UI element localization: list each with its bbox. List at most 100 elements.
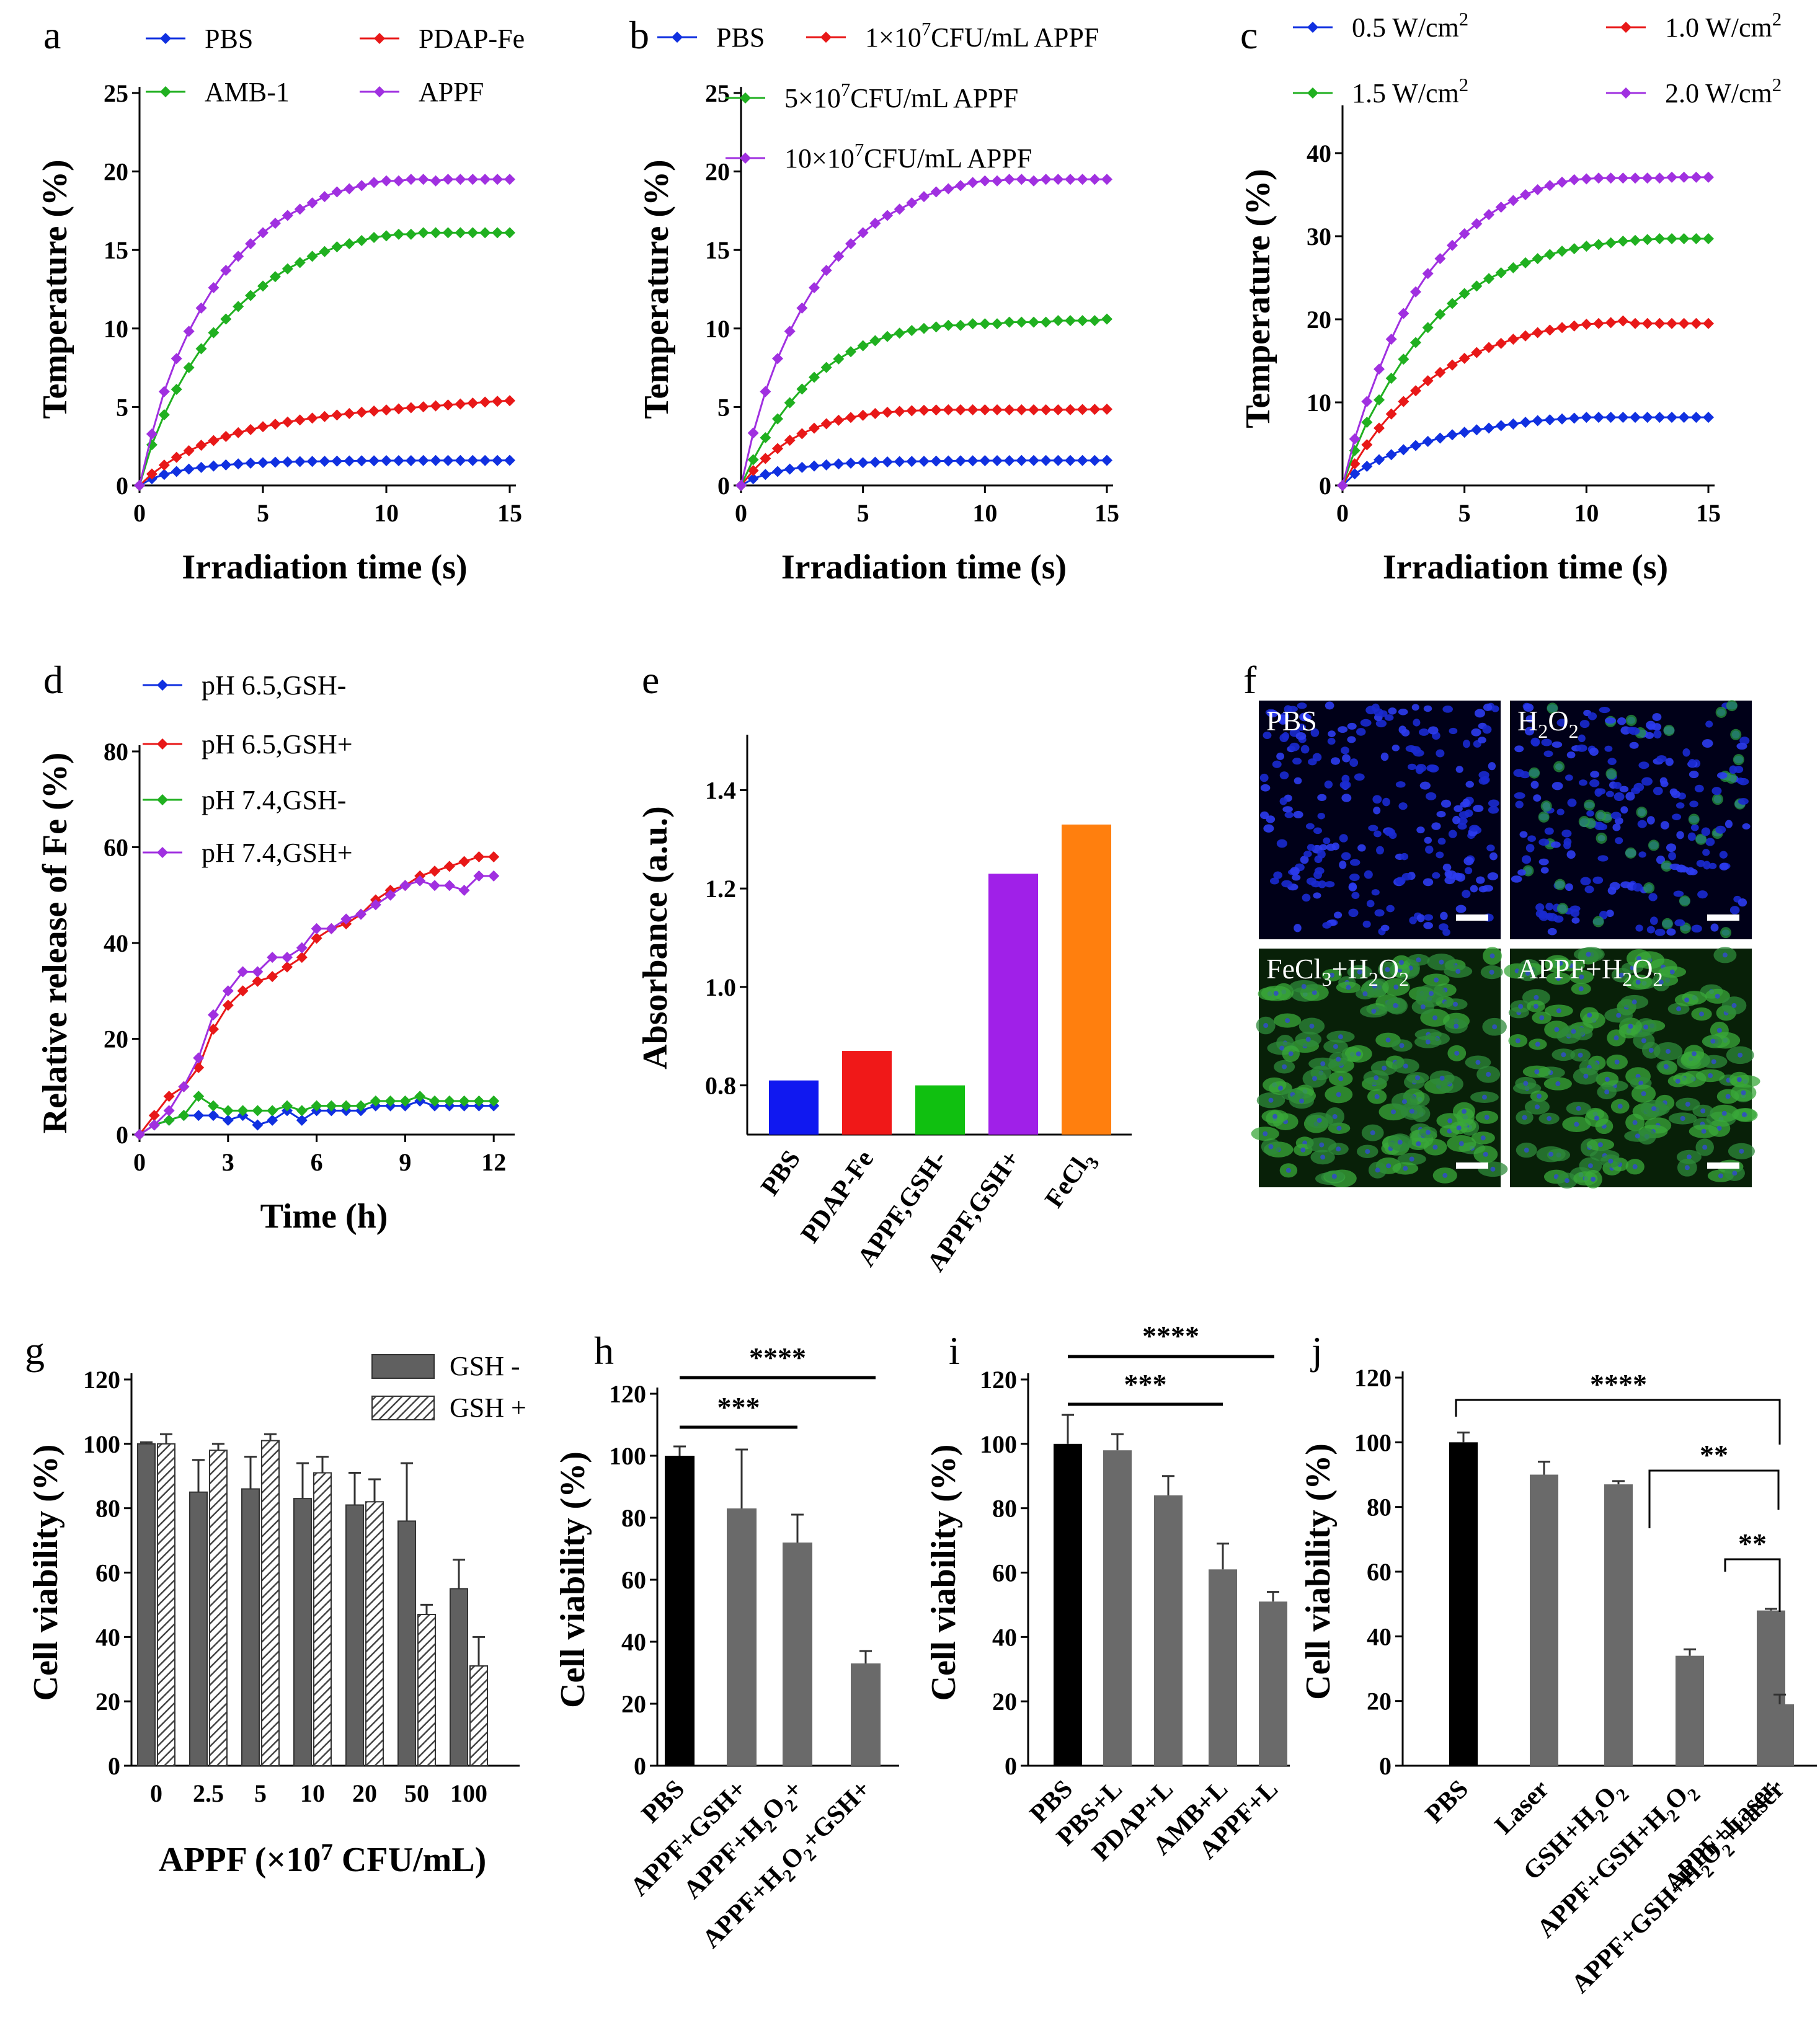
data-point — [414, 1091, 426, 1102]
data-point — [282, 210, 293, 221]
data-point — [967, 455, 979, 467]
nucleus — [1711, 1059, 1716, 1065]
y-axis-title: Cell viability (%) — [554, 1451, 592, 1708]
data-point — [134, 1129, 145, 1140]
y-tick-label: 0 — [1005, 1752, 1017, 1780]
nucleus — [1405, 745, 1417, 752]
nucleus — [1473, 805, 1484, 812]
nucleus — [1440, 911, 1448, 920]
data-point — [833, 353, 845, 365]
data-point — [267, 1105, 278, 1117]
nucleus — [1564, 1178, 1569, 1184]
nucleus — [1302, 893, 1311, 902]
data-point — [458, 1095, 470, 1107]
nucleus — [1604, 717, 1616, 724]
bar — [261, 1440, 280, 1766]
nucleus — [1360, 719, 1372, 727]
significance-bracket — [1648, 1469, 1780, 1528]
nucleus — [1684, 997, 1690, 1003]
legend-label: PBS — [205, 24, 253, 54]
nucleus — [1587, 712, 1597, 720]
data-point — [171, 466, 182, 477]
nucleus — [1715, 825, 1726, 834]
data-point — [171, 451, 182, 463]
data-point — [252, 966, 264, 978]
nucleus — [1301, 984, 1307, 990]
data-point — [442, 174, 454, 185]
data-point — [381, 404, 392, 416]
data-point — [195, 302, 207, 314]
nucleus — [1374, 830, 1382, 838]
bar — [469, 1665, 488, 1767]
nucleus — [1426, 764, 1438, 772]
y-axis-title: Absorbance (a.u.) — [636, 806, 675, 1069]
nucleus — [1374, 909, 1385, 917]
data-point — [1605, 317, 1617, 329]
y-tick-label: 10 — [104, 315, 128, 343]
nucleus — [1269, 877, 1279, 885]
nucleus — [1259, 773, 1269, 782]
data-point — [1349, 433, 1361, 445]
data-point — [992, 318, 1003, 330]
nucleus — [1336, 1125, 1342, 1131]
nucleus — [1673, 890, 1684, 897]
data-point — [869, 218, 881, 229]
nucleus — [1530, 737, 1540, 746]
data-point — [869, 456, 881, 468]
data-point — [368, 455, 380, 467]
x-tick-label: 0 — [133, 1148, 146, 1176]
green-cell — [1726, 700, 1738, 712]
panel-label-a: a — [43, 13, 61, 57]
data-point — [820, 418, 832, 430]
nucleus — [1566, 850, 1576, 859]
data-point — [467, 227, 479, 239]
data-point — [370, 899, 381, 911]
nucleus — [1629, 742, 1639, 749]
x-category-label: 100 — [450, 1779, 487, 1807]
data-point — [1532, 415, 1543, 427]
nucleus — [1399, 960, 1405, 965]
nucleus — [1282, 732, 1290, 740]
data-point — [906, 405, 918, 417]
data-point — [747, 427, 759, 439]
data-point — [1434, 366, 1446, 378]
nucleus — [1514, 792, 1525, 799]
nucleus — [1398, 725, 1406, 734]
data-point — [967, 177, 979, 188]
nucleus — [1346, 985, 1351, 990]
legend-label-part: 7 — [855, 139, 864, 161]
nucleus — [1312, 1076, 1318, 1081]
nucleus — [1596, 788, 1606, 795]
x-tick-label: 0 — [133, 499, 146, 527]
data-point — [384, 1095, 396, 1107]
significance-stars: *** — [717, 1391, 760, 1423]
x-axis-title: Irradiation time (s) — [781, 548, 1067, 587]
data-point — [1065, 454, 1076, 466]
nucleus — [1436, 749, 1445, 758]
nucleus — [1517, 869, 1526, 876]
data-point — [845, 458, 856, 469]
legend-swatch — [371, 1354, 435, 1379]
nucleus — [1397, 1140, 1403, 1145]
x-axis-title-part: APPF (×10 — [159, 1841, 321, 1879]
y-tick-label: 0 — [108, 1752, 120, 1780]
data-point — [1398, 396, 1409, 407]
data-point — [857, 457, 869, 469]
nucleus — [1266, 815, 1276, 823]
data-point — [760, 469, 771, 480]
x-tick-label: 0 — [735, 499, 747, 527]
data-point — [772, 466, 783, 477]
data-point — [1003, 404, 1015, 415]
nucleus — [1515, 1038, 1520, 1043]
nucleus — [1458, 1141, 1464, 1146]
data-point — [1703, 317, 1714, 329]
y-tick-label: 120 — [609, 1380, 646, 1408]
nucleus — [1331, 1174, 1337, 1179]
legend-label: pH 7.4,GSH+ — [202, 838, 353, 868]
nucleus — [1658, 980, 1664, 985]
nucleus — [1701, 1128, 1707, 1134]
data-point — [208, 281, 220, 293]
data-point — [1581, 319, 1592, 330]
data-point — [252, 1105, 264, 1117]
data-point — [356, 235, 368, 247]
